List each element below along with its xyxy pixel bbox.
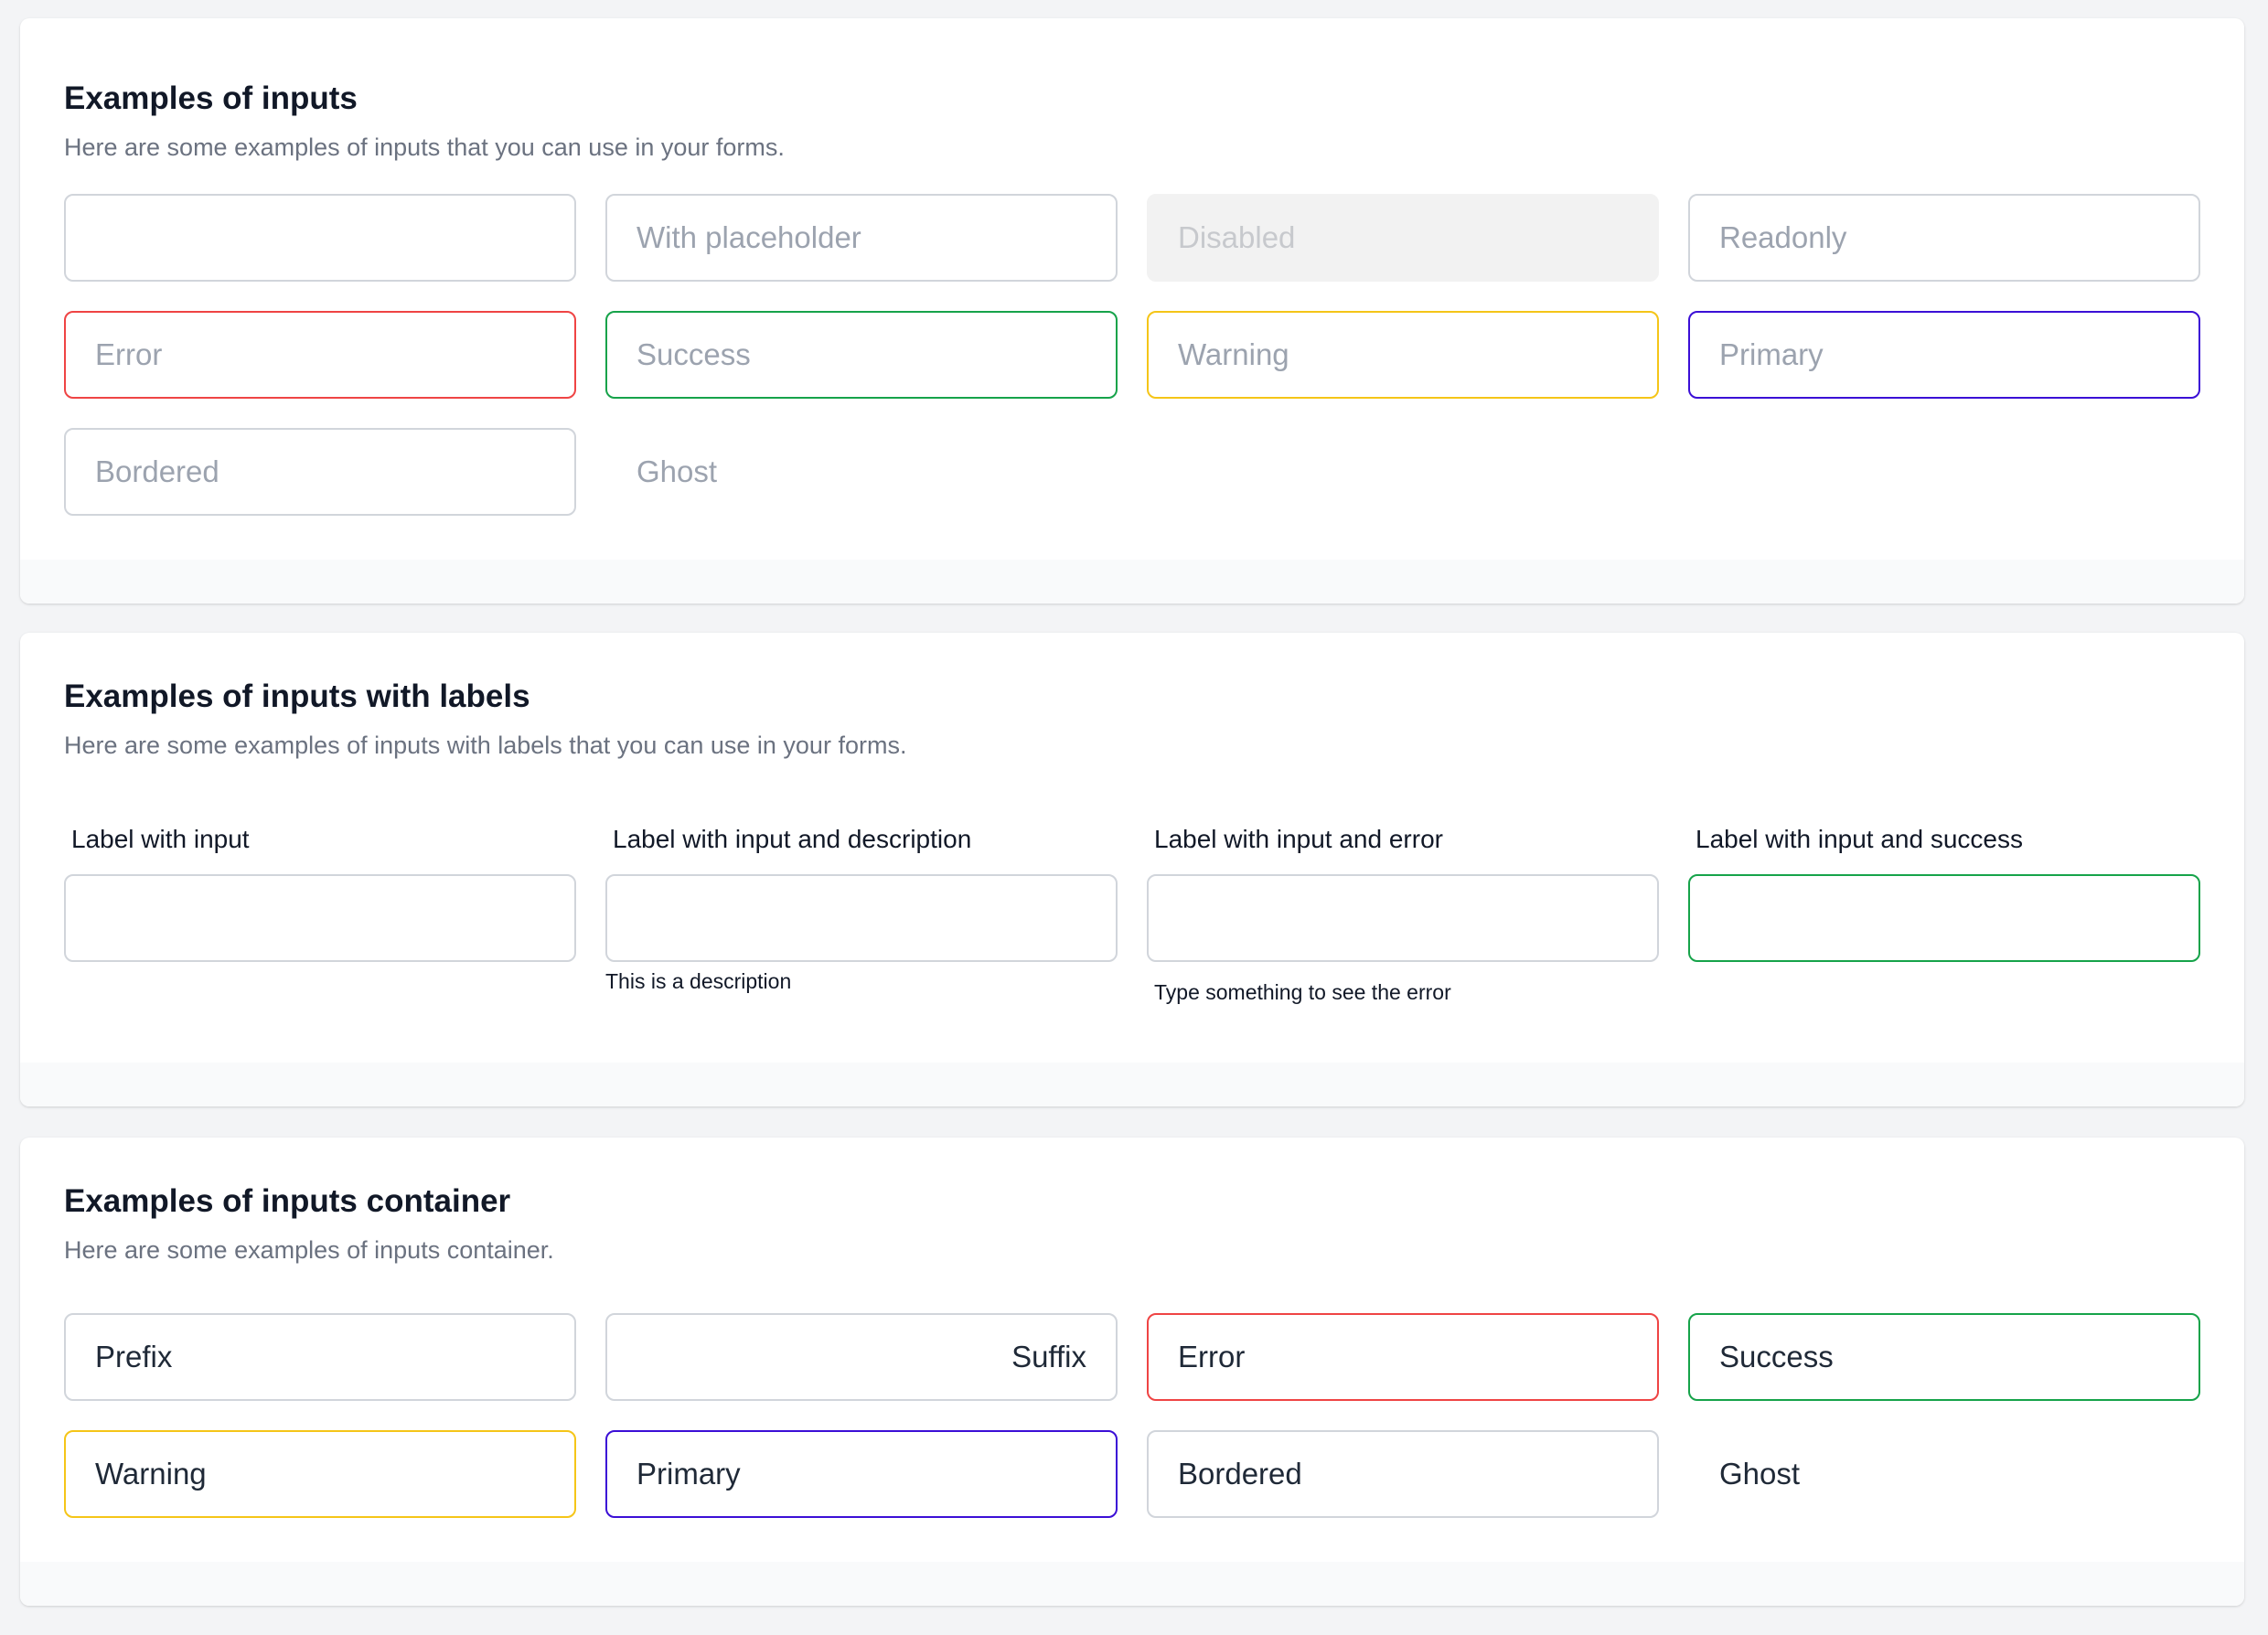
section-description: Here are some examples of inputs with la…	[64, 732, 907, 759]
section-title: Examples of inputs	[64, 80, 358, 116]
error-input[interactable]: Error	[64, 311, 576, 399]
input-placeholder: Bordered	[95, 454, 219, 488]
card-footer	[20, 1063, 2244, 1106]
suffix-container[interactable]: Suffix	[605, 1313, 1118, 1401]
described-input[interactable]	[605, 874, 1118, 962]
field-label: Label with input and description	[613, 825, 972, 853]
inputs-container-card: Examples of inputs container Here are so…	[20, 1138, 2244, 1606]
card-footer	[20, 560, 2244, 604]
warning-input[interactable]: Warning	[1147, 311, 1659, 399]
input-placeholder: Error	[95, 337, 163, 371]
labeled-inputs-card: Examples of inputs with labels Here are …	[20, 633, 2244, 1106]
section-description: Here are some examples of inputs contain…	[64, 1236, 554, 1264]
error-container[interactable]: Error	[1147, 1313, 1659, 1401]
input-placeholder: Disabled	[1178, 220, 1296, 254]
field-description: This is a description	[605, 969, 792, 993]
field-label: Label with input	[71, 825, 250, 853]
container-text: Error	[1178, 1340, 1246, 1373]
prefix-container[interactable]: Prefix	[64, 1313, 576, 1401]
primary-container[interactable]: Primary	[605, 1430, 1118, 1518]
placeholder-input[interactable]: With placeholder	[605, 194, 1118, 282]
input-placeholder: Primary	[1719, 337, 1824, 371]
input-placeholder: Warning	[1178, 337, 1289, 371]
container-text: Warning	[95, 1457, 207, 1491]
success-container[interactable]: Success	[1688, 1313, 2200, 1401]
suffix-text: Suffix	[1011, 1340, 1086, 1373]
container-text: Bordered	[1178, 1457, 1302, 1491]
input-placeholder: Ghost	[637, 454, 718, 488]
labeled-input[interactable]	[64, 874, 576, 962]
ghost-container[interactable]: Ghost	[1688, 1430, 2200, 1518]
readonly-input[interactable]: Readonly	[1688, 194, 2200, 282]
section-title: Examples of inputs with labels	[64, 679, 530, 714]
basic-input[interactable]	[64, 194, 576, 282]
section-title: Examples of inputs container	[64, 1183, 511, 1219]
bordered-input[interactable]: Bordered	[64, 428, 576, 516]
card-footer	[20, 1562, 2244, 1606]
container-text: Ghost	[1719, 1457, 1801, 1491]
ghost-input[interactable]: Ghost	[605, 428, 1118, 516]
success-labeled-input[interactable]	[1688, 874, 2200, 962]
input-placeholder: Success	[637, 337, 751, 371]
primary-input[interactable]: Primary	[1688, 311, 2200, 399]
prefix-text: Prefix	[95, 1340, 173, 1373]
success-input[interactable]: Success	[605, 311, 1118, 399]
disabled-input: Disabled	[1147, 194, 1659, 282]
container-text: Primary	[637, 1457, 741, 1491]
field-error-hint: Type something to see the error	[1154, 980, 1451, 1004]
bordered-container[interactable]: Bordered	[1147, 1430, 1659, 1518]
warning-container[interactable]: Warning	[64, 1430, 576, 1518]
field-label: Label with input and error	[1154, 825, 1443, 853]
container-text: Success	[1719, 1340, 1834, 1373]
section-description: Here are some examples of inputs that yo…	[64, 134, 785, 161]
inputs-card: Examples of inputs Here are some example…	[20, 18, 2244, 604]
input-placeholder: With placeholder	[637, 220, 861, 254]
input-placeholder: Readonly	[1719, 220, 1847, 254]
error-labeled-input[interactable]	[1147, 874, 1659, 962]
field-label: Label with input and success	[1696, 825, 2023, 853]
